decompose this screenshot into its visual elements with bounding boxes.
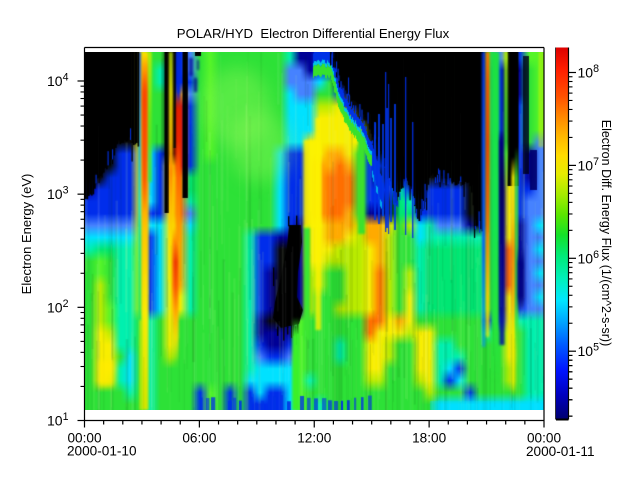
svg-text:00:00: 00:00 [67,431,101,446]
svg-text:103: 103 [47,185,69,203]
svg-text:102: 102 [47,298,69,316]
svg-text:Electron Diff. Energy Flux (1/: Electron Diff. Energy Flux (1/(cm^2-s-sr… [599,120,613,347]
svg-text:104: 104 [47,71,69,89]
svg-text:107: 107 [578,156,600,174]
svg-text:101: 101 [47,411,69,429]
svg-text:2000-01-11: 2000-01-11 [526,444,595,459]
svg-text:06:00: 06:00 [182,431,216,446]
svg-text:Electron Energy (eV): Electron Energy (eV) [19,174,34,295]
svg-text:105: 105 [578,342,600,360]
svg-text:12:00: 12:00 [297,431,331,446]
svg-text:106: 106 [578,249,600,267]
svg-text:POLAR/HYD Electron Differenti: POLAR/HYD Electron Differential Energy F… [177,26,450,41]
svg-text:108: 108 [578,63,600,81]
svg-text:00:00: 00:00 [527,431,561,446]
svg-text:2000-01-10: 2000-01-10 [67,444,137,459]
svg-text:18:00: 18:00 [412,431,446,446]
